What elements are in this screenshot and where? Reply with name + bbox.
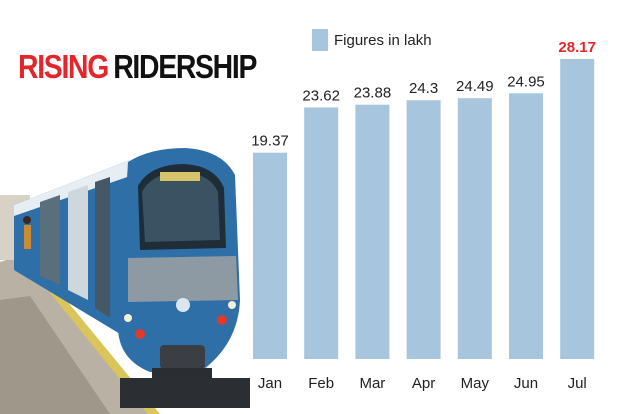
bar-mar bbox=[355, 104, 390, 360]
category-label-may: May bbox=[461, 375, 490, 392]
category-label-jul: Jul bbox=[568, 375, 587, 392]
bar-jul bbox=[560, 59, 595, 359]
category-label-jan: Jan bbox=[258, 375, 282, 392]
value-label-apr: 24.3 bbox=[409, 80, 438, 97]
bar-may bbox=[457, 98, 492, 360]
category-label-apr: Apr bbox=[412, 375, 435, 392]
legend-label: Figures in lakh bbox=[334, 31, 432, 49]
value-label-jul: 28.17 bbox=[558, 39, 596, 56]
value-label-jun: 24.95 bbox=[507, 73, 545, 90]
chart-title: RISING RIDERSHIP bbox=[18, 48, 257, 86]
category-label-feb: Feb bbox=[308, 375, 334, 392]
bar-apr bbox=[406, 100, 441, 360]
category-label-mar: Mar bbox=[359, 375, 385, 392]
bar-jun bbox=[509, 93, 543, 359]
value-label-mar: 23.88 bbox=[354, 85, 392, 102]
title-word-rising: RISING bbox=[18, 48, 109, 85]
value-label-feb: 23.62 bbox=[302, 87, 340, 104]
bar-jan bbox=[253, 152, 287, 359]
title-word-ridership: RIDERSHIP bbox=[113, 48, 257, 85]
category-label-jun: Jun bbox=[514, 375, 538, 392]
value-label-jan: 19.37 bbox=[251, 133, 289, 150]
chart-legend: Figures in lakh bbox=[312, 29, 432, 51]
legend-swatch bbox=[312, 29, 328, 51]
bar-feb bbox=[304, 107, 339, 359]
value-label-may: 24.49 bbox=[456, 78, 494, 95]
